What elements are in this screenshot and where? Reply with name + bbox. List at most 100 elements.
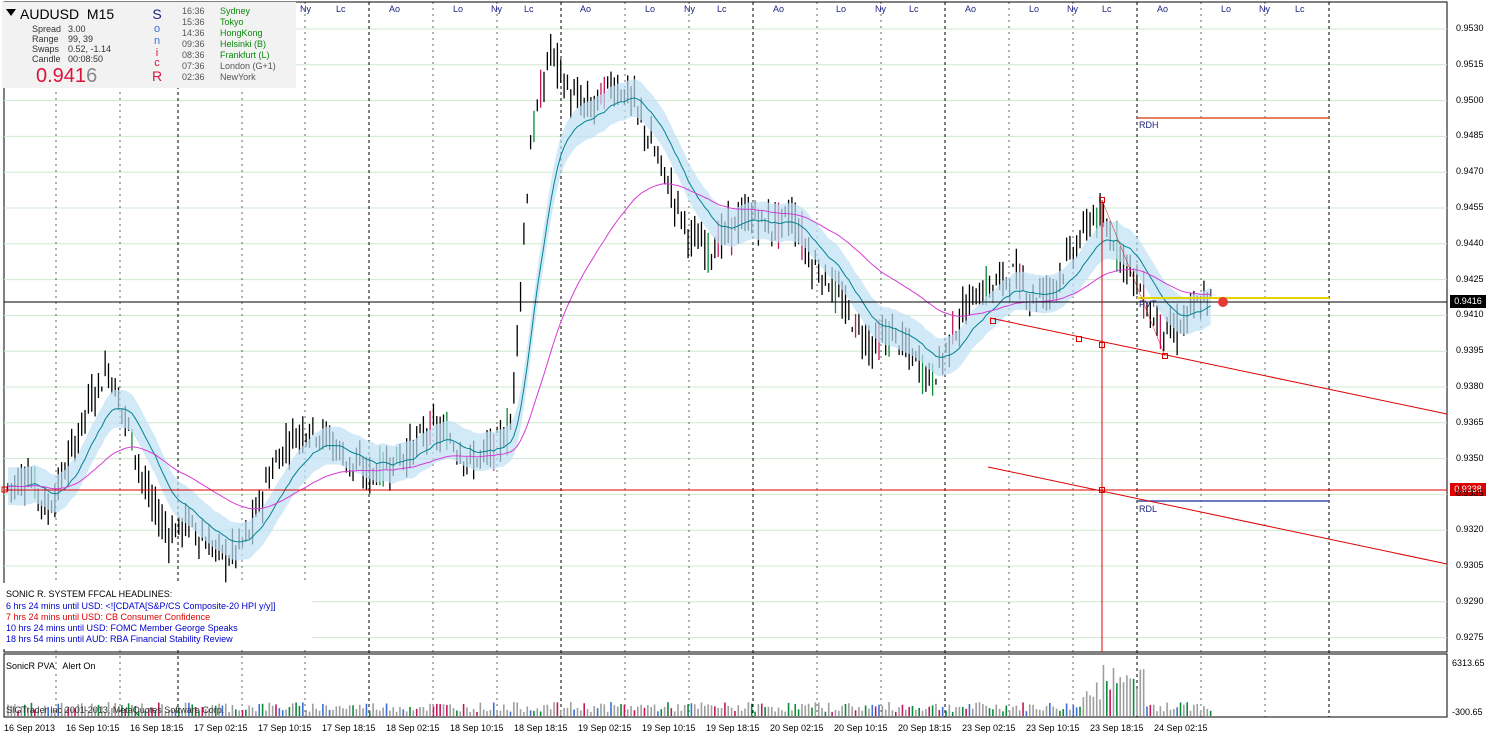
- collapse-icon[interactable]: [6, 9, 16, 16]
- ema-band: [8, 79, 1211, 561]
- line-price-tag: 0.9338: [1450, 483, 1486, 496]
- price-axis-label: 0.9470: [1456, 166, 1484, 177]
- session-marker: Ny: [491, 4, 502, 14]
- time-axis-label: 17 Sep 02:15: [194, 723, 248, 733]
- price-axis-label: 0.9365: [1456, 416, 1484, 427]
- pvt-label: PVT: [1139, 299, 1157, 309]
- session-marker: Lc: [336, 4, 346, 14]
- session-marker: Ny: [875, 4, 886, 14]
- current-price-tag: 0.9416: [1450, 295, 1486, 308]
- session-marker: Lo: [836, 4, 847, 14]
- info-panel: AUDUSD M15 Spread 3.00 Range 99, 39 Swaps 0…: [2, 2, 296, 88]
- time-axis-label: 18 Sep 10:15: [450, 723, 504, 733]
- price-axis-label: 0.9350: [1456, 452, 1484, 463]
- session-row: 14:36 HongKong: [182, 28, 263, 38]
- session-marker: Lc: [524, 4, 534, 14]
- session-marker: Lc: [717, 4, 727, 14]
- session-row: 07:36 London (G+1): [182, 61, 276, 71]
- session-marker: Lo: [1221, 4, 1232, 14]
- headline-item: 6 hrs 24 mins until USD: <![CDATA[S&P/CS…: [6, 601, 276, 611]
- price-axis-label: 0.9530: [1456, 23, 1484, 33]
- symbol-title: AUDUSD M15: [20, 6, 115, 22]
- time-axis-label: 19 Sep 18:15: [706, 723, 760, 733]
- rdl-label: RDL: [1139, 504, 1158, 514]
- price-axis-label: 0.9440: [1456, 237, 1484, 248]
- trendline: [987, 466, 1448, 565]
- trendline: [989, 317, 1448, 415]
- price-axis-label: 0.9380: [1456, 381, 1484, 391]
- time-axis-label: 20 Sep 10:15: [834, 723, 888, 733]
- price-axis-label: 0.9485: [1456, 130, 1484, 141]
- session-row: 08:36 Frankfurt (L): [182, 50, 270, 60]
- indicator-bottom-value: -300.65: [1452, 707, 1483, 717]
- session-row: 09:36 Helsinki (B): [182, 39, 267, 49]
- time-axis-label: 20 Sep 18:15: [898, 723, 952, 733]
- time-axis-label: 23 Sep 10:15: [1026, 723, 1080, 733]
- time-axis-label: 20 Sep 02:15: [770, 723, 824, 733]
- price-axis-label: 0.9425: [1456, 273, 1484, 284]
- sonic-letter: S: [152, 6, 162, 22]
- sonic-letter: R: [152, 68, 163, 84]
- anchor-point: [1076, 336, 1082, 342]
- time-axis-label: 18 Sep 18:15: [514, 723, 568, 733]
- session-marker: Lc: [1102, 4, 1112, 14]
- sonic-letter: c: [154, 57, 160, 69]
- price-axis-label: 0.9275: [1456, 631, 1484, 642]
- indicator-name: SonicR PVA Alert On: [6, 661, 96, 671]
- headline-item: 7 hrs 24 mins until USD: CB Consumer Con…: [6, 612, 211, 622]
- time-axis-label: 19 Sep 10:15: [642, 723, 696, 733]
- copyright-text: SIGTrader Inc 2001-2013, MetaQuotes Soft…: [6, 705, 225, 715]
- session-marker: Ao: [773, 4, 785, 14]
- session-marker: Ny: [684, 4, 695, 14]
- price-axis-label: 0.9410: [1456, 309, 1484, 320]
- session-marker: Lo: [1029, 4, 1040, 14]
- headline-item: 10 hrs 24 mins until USD: FOMC Member Ge…: [6, 623, 238, 633]
- price-axis-label: 0.9335: [1456, 488, 1484, 499]
- price-axis-label: 0.9305: [1456, 560, 1484, 570]
- anchor-point: [1162, 353, 1168, 359]
- fib-line: [1101, 199, 1166, 357]
- range-stat: Range 99, 39: [32, 34, 94, 44]
- price-axis-label: 0.9515: [1456, 58, 1484, 69]
- price-dot-icon: [1218, 297, 1228, 307]
- session-marker: Ao: [389, 4, 401, 14]
- anchor-point: [1099, 197, 1105, 203]
- current-price: 0.9416: [36, 65, 98, 87]
- ema-line: [7, 97, 1211, 543]
- session-marker: Ny: [300, 4, 311, 14]
- time-axis-label: 16 Sep 2013: [4, 723, 56, 733]
- session-marker: Ao: [1157, 4, 1169, 14]
- price-axis-label: 0.9500: [1456, 94, 1484, 105]
- anchor-point: [990, 318, 996, 324]
- session-row: 15:36 Tokyo: [182, 17, 244, 27]
- price-axis-label: 0.9290: [1456, 595, 1484, 606]
- time-axis-label: 17 Sep 10:15: [258, 723, 312, 733]
- headlines-box: SONIC R. SYSTEM FFCAL HEADLINES: 6 hrs 2…: [2, 583, 312, 649]
- sonic-letter: o: [153, 23, 161, 35]
- session-row: 16:36 Sydney: [182, 6, 251, 16]
- sonic-letter: i: [155, 47, 159, 59]
- time-axis-label: 18 Sep 02:15: [386, 723, 440, 733]
- time-axis-label: 16 Sep 18:15: [130, 723, 184, 733]
- session-marker: Ny: [1067, 4, 1078, 14]
- session-marker: Ao: [965, 4, 977, 14]
- session-row: 02:36 NewYork: [182, 72, 256, 82]
- time-axis-label: 16 Sep 10:15: [66, 723, 120, 733]
- price-axis-label: 0.9395: [1456, 345, 1484, 356]
- time-axis-label: 23 Sep 18:15: [1090, 723, 1144, 733]
- price-axis-label: 0.9455: [1456, 202, 1484, 212]
- indicator-top-value: 6313.65: [1452, 658, 1485, 668]
- headlines-title: SONIC R. SYSTEM FFCAL HEADLINES:: [6, 589, 173, 599]
- anchor-point: [1, 486, 8, 493]
- swaps-stat: Swaps 0.52, -1.14: [32, 44, 112, 54]
- rdh-label: RDH: [1139, 120, 1159, 130]
- sma-line: [7, 183, 1211, 510]
- plot-frame: [3, 1, 1448, 653]
- sonic-letter: n: [153, 35, 161, 47]
- headline-item: 18 hrs 54 mins until AUD: RBA Financial …: [6, 634, 233, 644]
- session-marker: Ny: [1259, 4, 1270, 14]
- time-axis-label: 23 Sep 02:15: [962, 723, 1016, 733]
- spread-stat: Spread 3.00: [32, 24, 86, 34]
- session-marker: Lo: [645, 4, 656, 14]
